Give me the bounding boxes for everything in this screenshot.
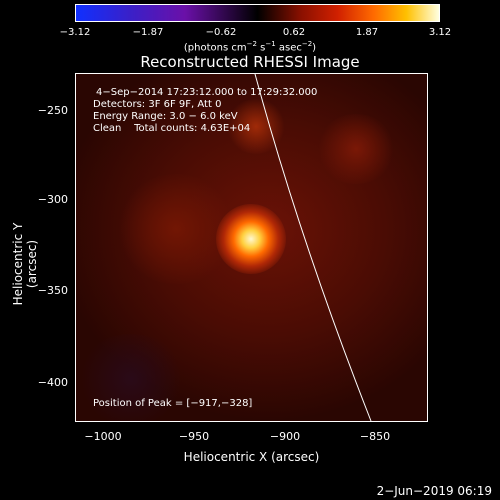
energy-range: Energy Range: 3.0 − 6.0 keV [93, 111, 238, 122]
dark-region [76, 334, 186, 421]
x-tick: −950 [178, 430, 210, 443]
x-tick: −850 [359, 430, 391, 443]
detectors: Detectors: 3F 6F 9F, Att 0 [93, 99, 222, 110]
footer-date: 2−Jun−2019 06:19 [376, 484, 492, 498]
colorbar-tick: 0.62 [282, 27, 306, 38]
total-counts: Clean Total counts: 4.63E+04 [93, 123, 251, 134]
rhessi-image [75, 73, 428, 422]
y-tick: −400 [37, 376, 68, 389]
time-range: 4−Sep−2014 17:23:12.000 to 17:29:32.000 [96, 87, 318, 98]
diffuse-emission [116, 174, 236, 284]
colorbar [75, 4, 440, 22]
secondary-source [226, 99, 286, 154]
peak-source [216, 204, 286, 274]
image-title: Reconstructed RHESSI Image [140, 53, 360, 71]
colorbar-tick: −0.62 [205, 27, 237, 38]
y-tick: −250 [37, 104, 68, 117]
y-tick: −350 [37, 284, 68, 297]
y-tick: −300 [37, 193, 68, 206]
colorbar-units: (photons cm−2 s−1 asec−2) [183, 40, 317, 54]
x-tick: −900 [269, 430, 301, 443]
x-tick: −1000 [84, 430, 122, 443]
colorbar-tick: 1.87 [355, 27, 379, 38]
y-axis-label: Heliocentric Y (arcsec) [11, 222, 39, 306]
x-axis-label: Heliocentric X (arcsec) [183, 450, 320, 464]
peak-position: Position of Peak = [−917,−328] [93, 398, 253, 409]
colorbar-tick: 3.12 [428, 27, 452, 38]
diffuse-emission [316, 114, 396, 184]
colorbar-tick: −3.12 [59, 27, 91, 38]
colorbar-tick: −1.87 [132, 27, 164, 38]
